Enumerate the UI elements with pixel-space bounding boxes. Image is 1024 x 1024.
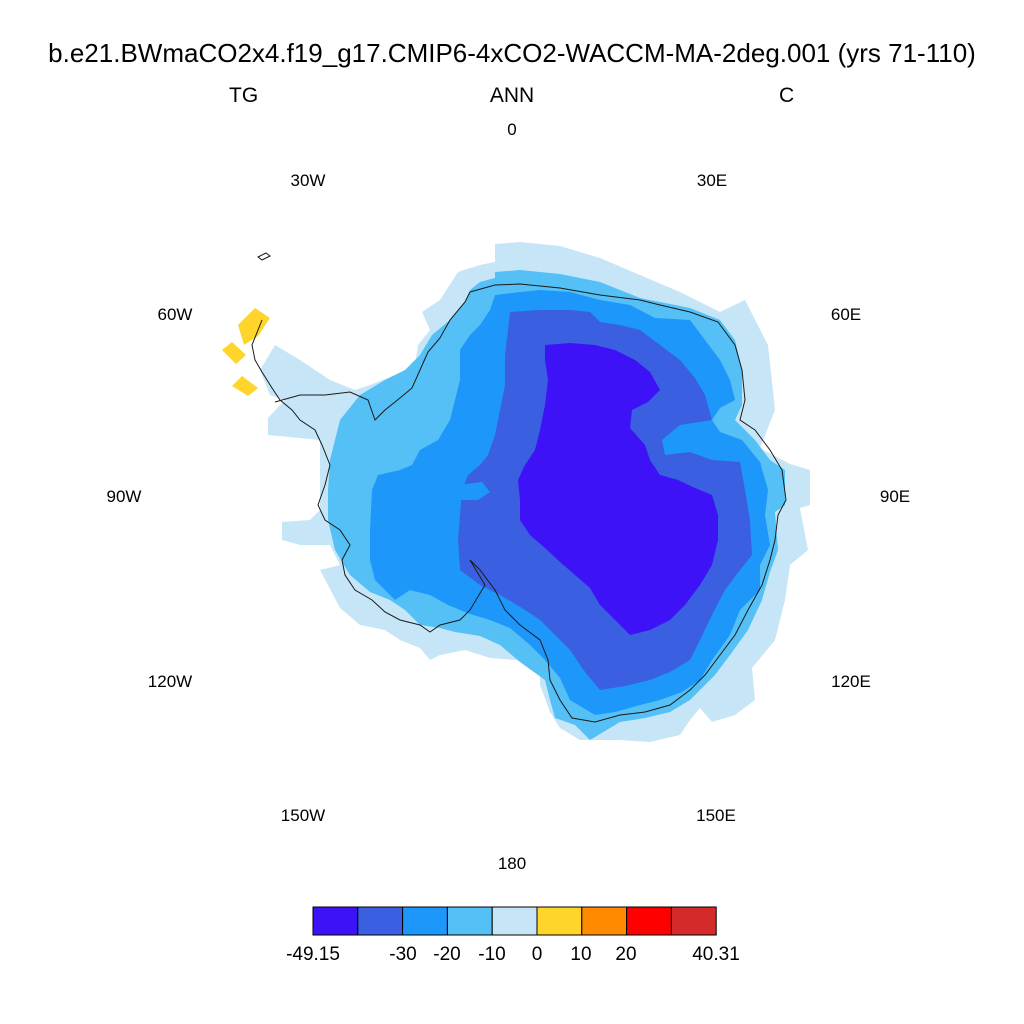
colorbar-swatch-7 bbox=[626, 906, 672, 936]
lon-label-0: 0 bbox=[507, 120, 517, 139]
colorbar-label-min: -49.15 bbox=[286, 944, 340, 965]
lon-label-120e: 120E bbox=[831, 672, 871, 691]
field-west-notch bbox=[458, 482, 490, 500]
lon-label-150e: 150E bbox=[696, 806, 736, 825]
coastline bbox=[251, 283, 787, 723]
colorbar-swatch-5 bbox=[536, 906, 583, 936]
field-peninsula-warm-3 bbox=[232, 376, 258, 396]
colorbar-label-max: 40.31 bbox=[692, 944, 740, 965]
colorbar-label-l5: 10 bbox=[570, 944, 592, 965]
plot-title: b.e21.BWmaCO2x4.f19_g17.CMIP6-4xCO2-WACC… bbox=[48, 38, 976, 68]
variable-label: TG bbox=[229, 84, 259, 107]
colorbar bbox=[312, 906, 717, 936]
island-outline bbox=[257, 252, 271, 261]
field-peninsula-warm-2 bbox=[222, 342, 246, 364]
field-peninsula-warm-1 bbox=[238, 308, 270, 345]
colorbar-swatch-1 bbox=[357, 906, 404, 936]
field-band-deep bbox=[518, 343, 718, 635]
colorbar-swatch-0 bbox=[312, 906, 359, 936]
lon-label-90w: 90W bbox=[106, 487, 142, 506]
colorbar-swatch-8 bbox=[670, 906, 717, 936]
lon-label-30w: 30W bbox=[290, 171, 326, 190]
colorbar-label-l3: -10 bbox=[478, 944, 506, 965]
colorbar-label-l4: 0 bbox=[531, 944, 543, 965]
lon-label-180: 180 bbox=[497, 854, 527, 873]
lon-label-90e: 90E bbox=[879, 487, 911, 506]
lon-label-60w: 60W bbox=[157, 305, 193, 324]
lon-label-120w: 120W bbox=[147, 672, 193, 691]
colorbar-swatch-4 bbox=[491, 906, 538, 936]
colorbar-label-l6: 20 bbox=[615, 944, 637, 965]
lon-label-60e: 60E bbox=[830, 305, 862, 324]
lon-label-150w: 150W bbox=[280, 806, 326, 825]
colorbar-label-l1: -30 bbox=[389, 944, 417, 965]
colorbar-swatch-2 bbox=[402, 906, 448, 936]
colorbar-swatch-6 bbox=[581, 906, 628, 936]
colorbar-label-l2: -20 bbox=[433, 944, 461, 965]
season-label: ANN bbox=[489, 84, 535, 107]
units-label: C bbox=[779, 84, 795, 107]
lon-label-30e: 30E bbox=[696, 171, 728, 190]
colorbar-swatch-3 bbox=[446, 906, 493, 936]
